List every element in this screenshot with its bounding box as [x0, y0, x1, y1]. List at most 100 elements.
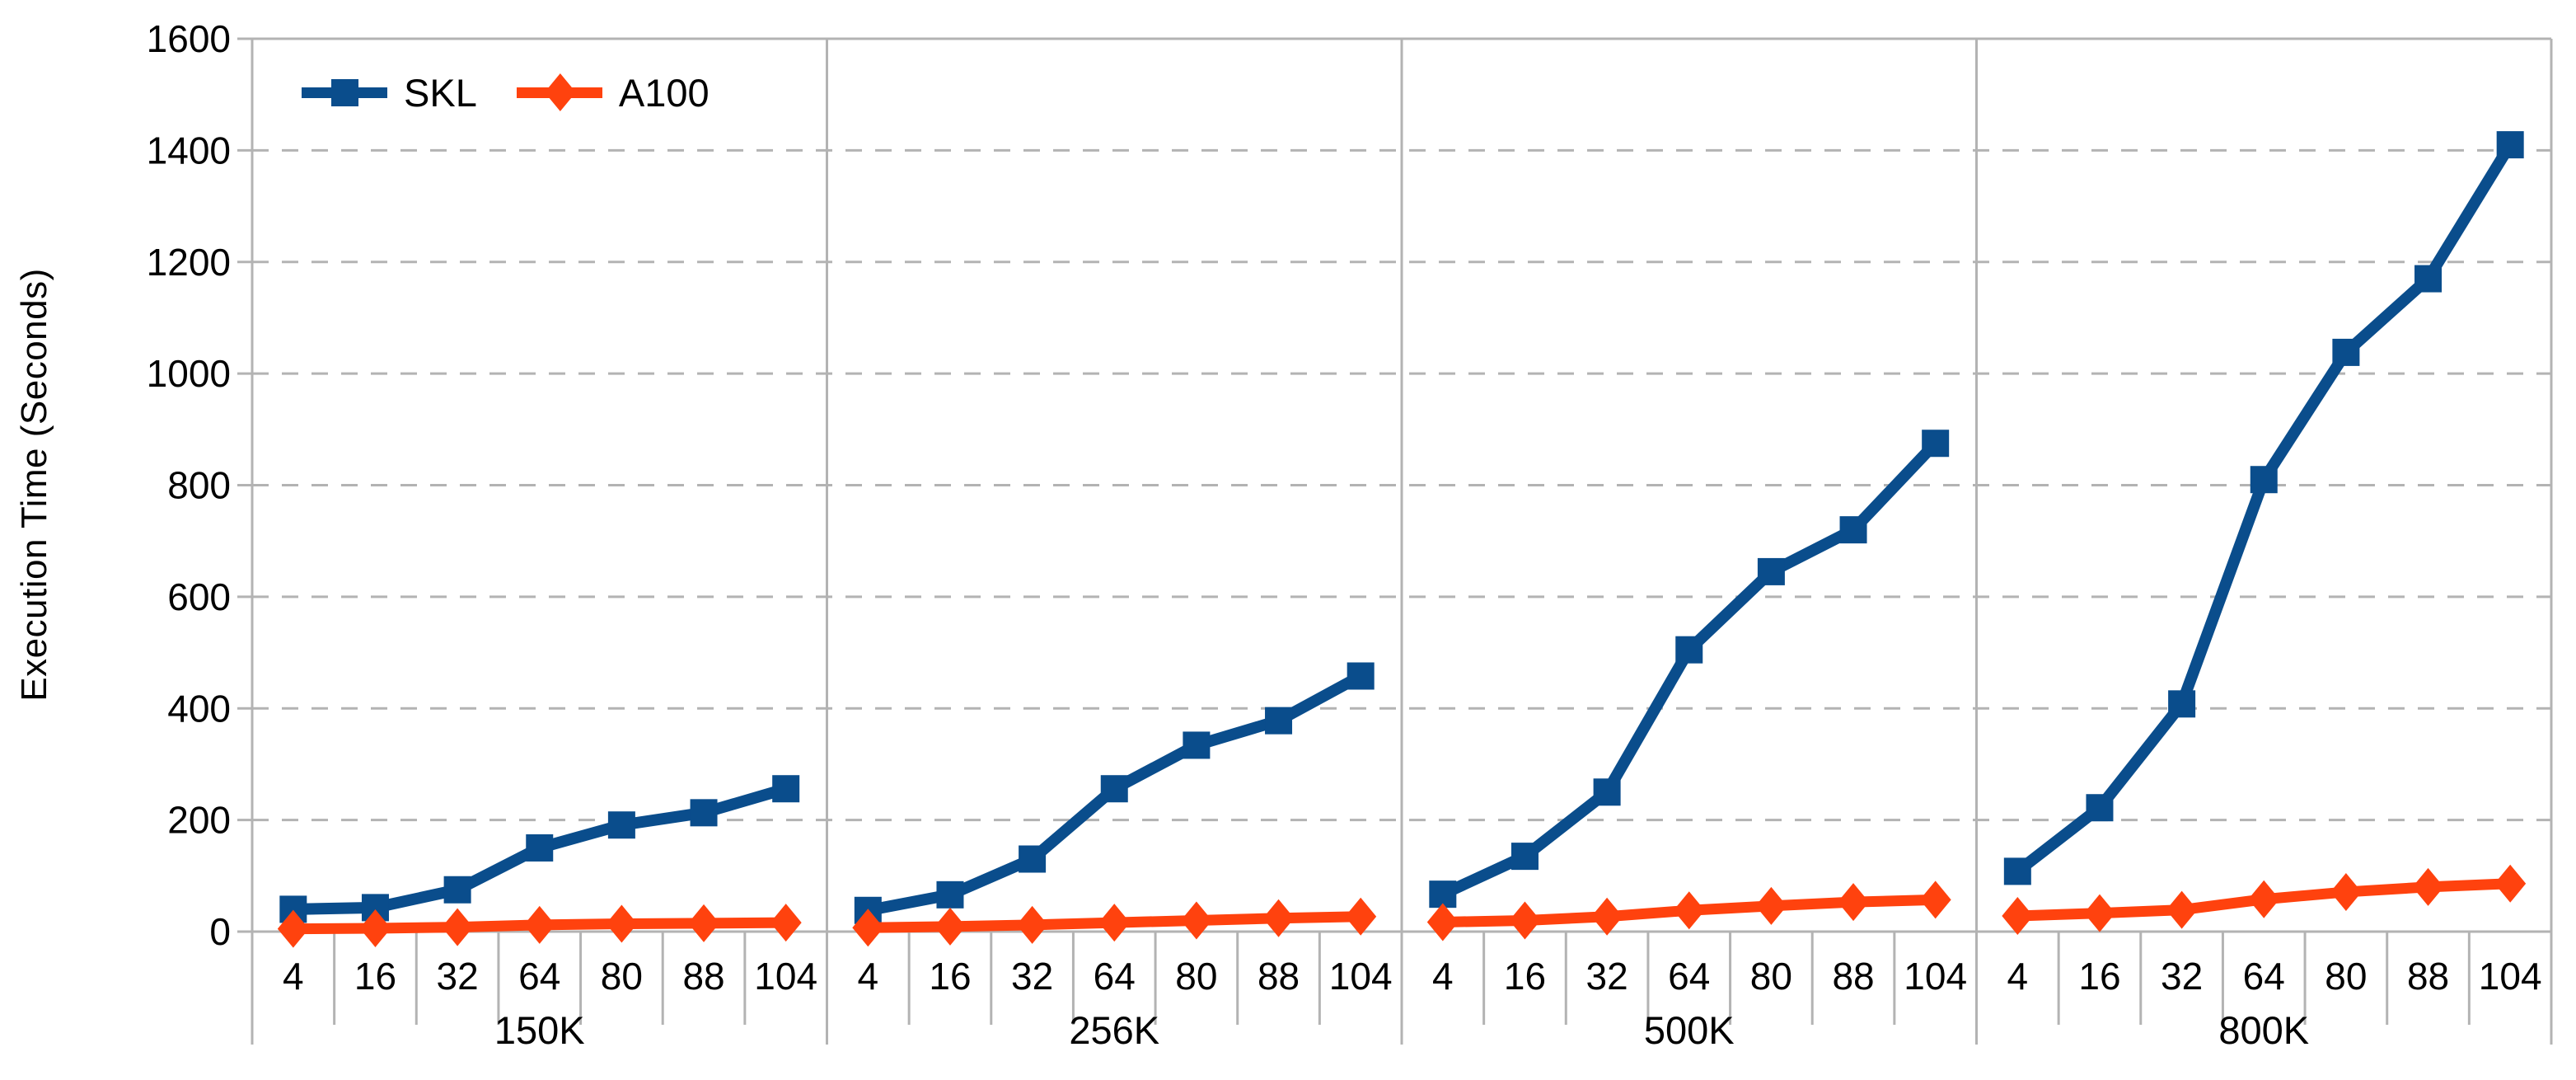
y-tick-label: 0: [209, 910, 231, 953]
legend-item-a100: A100: [516, 70, 710, 115]
y-tick-label: 1400: [147, 129, 231, 171]
skl-marker-500K-88: [1839, 516, 1867, 544]
x-tick-label: 104: [1904, 955, 1967, 998]
a100-marker-800K-32: [2166, 890, 2198, 929]
x-tick-label: 4: [858, 955, 879, 998]
a100-line-marker-icon: [516, 73, 602, 112]
skl-marker-500K-80: [1757, 557, 1785, 585]
x-tick-label: 88: [1258, 955, 1300, 998]
x-tick-label: 104: [2479, 955, 2542, 998]
a100-marker-500K-4: [1426, 903, 1459, 941]
x-tick-label: 16: [1504, 955, 1546, 998]
x-tick-label: 88: [2407, 955, 2449, 998]
a100-legend-diamond: [544, 73, 576, 111]
a100-marker-500K-104: [1919, 880, 1951, 919]
a100-marker-256K-104: [1345, 897, 1377, 936]
skl-marker-150K-80: [607, 811, 635, 839]
x-tick-label: 104: [754, 955, 817, 998]
legend-label-a100: A100: [618, 70, 710, 115]
y-tick-label: 1200: [147, 241, 231, 284]
x-tick-label: 80: [1750, 955, 1792, 998]
a100-marker-256K-64: [1098, 904, 1131, 942]
skl-marker-256K-80: [1183, 731, 1211, 759]
x-tick-label: 80: [2325, 955, 2367, 998]
x-tick-label: 4: [2007, 955, 2029, 998]
skl-marker-800K-16: [2086, 794, 2114, 822]
x-tick-label: 16: [929, 955, 971, 998]
skl-line-800K: [2014, 141, 2516, 876]
y-tick-label: 800: [167, 464, 231, 507]
x-tick-label: 64: [1668, 955, 1710, 998]
x-tick-label: 104: [1329, 955, 1393, 998]
x-tick-label: 16: [354, 955, 396, 998]
a100-marker-800K-16: [2083, 894, 2115, 932]
a100-marker-800K-80: [2330, 872, 2362, 911]
x-tick-label: 32: [1586, 955, 1628, 998]
a100-marker-150K-32: [442, 908, 474, 946]
a100-marker-150K-64: [523, 905, 555, 944]
skl-marker-256K-32: [1019, 845, 1047, 873]
x-tick-label: 88: [1832, 955, 1874, 998]
skl-marker-800K-104: [2496, 131, 2524, 159]
a100-marker-500K-32: [1591, 897, 1623, 936]
x-tick-label: 64: [518, 955, 560, 998]
x-tick-label: 80: [1175, 955, 1217, 998]
legend-label-skl: SKL: [404, 70, 477, 115]
legend: SKL A100: [302, 69, 710, 115]
panel-label-256K: 256K: [1069, 1008, 1159, 1052]
x-tick-label: 4: [1432, 955, 1454, 998]
skl-marker-256K-16: [936, 880, 964, 909]
a100-marker-256K-32: [1016, 905, 1048, 944]
a100-marker-500K-16: [1509, 901, 1541, 940]
a100-marker-800K-88: [2412, 867, 2444, 906]
skl-marker-150K-88: [690, 799, 718, 827]
skl-marker-800K-88: [2414, 265, 2443, 293]
a100-marker-500K-88: [1838, 883, 1870, 922]
panel-label-500K: 500K: [1644, 1008, 1735, 1052]
a100-marker-150K-88: [688, 904, 720, 942]
skl-marker-800K-64: [2250, 466, 2278, 494]
a100-marker-800K-104: [2494, 864, 2527, 903]
a100-marker-150K-104: [770, 904, 802, 942]
skl-marker-150K-104: [772, 775, 800, 803]
a100-marker-150K-4: [277, 909, 309, 948]
y-tick-label: 600: [167, 575, 231, 618]
x-tick-label: 32: [437, 955, 479, 998]
panel-label-800K: 800K: [2218, 1008, 2309, 1052]
x-tick-label: 80: [601, 955, 643, 998]
skl-marker-150K-64: [526, 833, 554, 862]
skl-marker-256K-88: [1265, 707, 1293, 735]
y-tick-label: 1000: [147, 352, 231, 395]
x-tick-label: 4: [283, 955, 304, 998]
a100-marker-800K-4: [2002, 897, 2034, 936]
panel-label-150K: 150K: [494, 1008, 585, 1052]
skl-marker-256K-64: [1100, 775, 1128, 803]
x-tick-label: 88: [682, 955, 724, 998]
a100-marker-800K-64: [2248, 880, 2280, 918]
skl-line-marker-icon: [302, 73, 387, 112]
a100-marker-500K-64: [1673, 891, 1705, 930]
a100-marker-256K-16: [934, 907, 966, 946]
skl-marker-800K-80: [2332, 338, 2360, 366]
legend-item-skl: SKL: [302, 70, 477, 115]
a100-marker-500K-80: [1755, 886, 1787, 925]
y-tick-label: 1600: [147, 17, 231, 60]
skl-marker-500K-32: [1593, 778, 1621, 806]
skl-marker-800K-4: [2003, 857, 2031, 885]
skl-marker-500K-64: [1675, 636, 1703, 664]
x-tick-label: 64: [2243, 955, 2285, 998]
x-tick-label: 64: [1094, 955, 1136, 998]
skl-marker-500K-104: [1922, 430, 1950, 458]
y-axis-title: Execution Time (Seconds): [14, 268, 54, 702]
a100-marker-256K-4: [852, 909, 884, 947]
x-tick-label: 32: [1011, 955, 1053, 998]
x-tick-label: 32: [2161, 955, 2203, 998]
skl-marker-500K-16: [1510, 843, 1539, 871]
skl-line-500K: [1440, 439, 1940, 900]
y-tick-label: 200: [167, 799, 231, 842]
a100-marker-256K-88: [1262, 899, 1295, 937]
skl-legend-square: [331, 79, 358, 106]
skl-marker-150K-32: [443, 876, 471, 904]
a100-marker-150K-80: [606, 904, 638, 943]
